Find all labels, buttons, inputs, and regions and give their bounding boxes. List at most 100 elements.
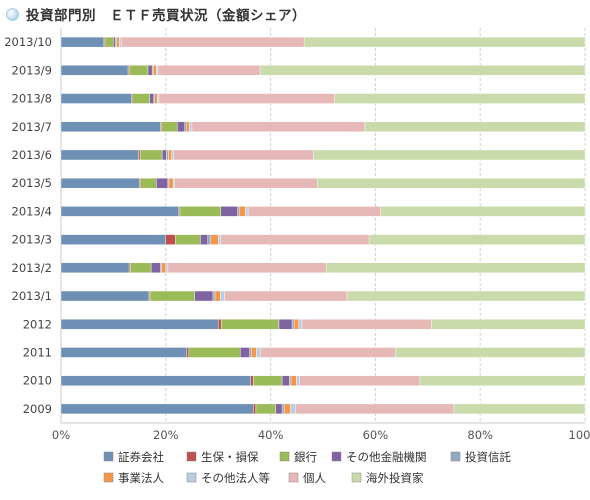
bar-segment [129,262,152,274]
bar-segment [60,177,140,189]
bar-segment [60,65,129,76]
bar-segment [60,234,167,245]
y-category-label: 2013/4 [12,204,52,218]
bar-segment [259,65,586,76]
bar-segment [161,262,167,274]
bar-segment [132,93,150,104]
bar-segment [60,403,254,415]
x-tick-label: 20% [153,428,179,442]
y-category-label: 2013/2 [12,261,52,275]
bar-segment [60,290,150,302]
legend-swatch [103,472,114,483]
bar-segment [104,36,114,48]
legend-label: その他法人等 [201,471,270,485]
y-category-label: 2013/1 [12,289,52,303]
bar-segment [161,149,167,161]
bar-segment [395,347,586,358]
bar-segment [60,347,187,358]
bar-segment [60,93,132,104]
bar-segment [364,121,586,132]
bar-segment [301,319,432,330]
bar-segment [171,149,174,161]
bar-segment [431,319,586,330]
bar-segment [60,121,161,132]
bar-segment [346,290,586,302]
bar-segment [210,234,219,245]
chart-title: 投資部門別 ＥＴＦ売買状況（金額シェア） [26,8,306,24]
bar-segment [158,93,335,104]
bar-segment [253,403,257,415]
legend-label: 海外投資家 [366,471,424,485]
bar-segment [296,375,300,386]
bar-segment [256,347,261,358]
bar-segment [255,403,277,415]
y-category-label: 2011 [23,345,52,359]
bar-segment [168,177,174,189]
bar-segment [368,234,586,245]
bar-segment [281,403,285,415]
bar-segment [251,347,257,358]
title-bullet-icon [6,7,19,21]
bar-segment [154,93,158,104]
y-category-label: 2012 [23,317,52,331]
y-category-label: 2013/9 [12,63,52,77]
bar-segment [275,403,283,415]
y-category-label: 2013/10 [4,35,52,49]
bar-segment [253,375,283,386]
bar-segment [290,375,297,386]
x-tick-label: 60% [363,428,389,442]
bar-segment [249,347,252,358]
bar-segment [184,121,187,132]
bar-segment [157,93,160,104]
legend-swatch [103,451,114,462]
y-category-label: 2013/5 [12,176,52,190]
bar-segment [313,149,586,161]
legend-label: 事業法人 [118,471,164,485]
x-tick-label: 80% [467,428,493,442]
bar-segment [157,65,261,76]
legend-swatch [288,472,299,483]
bar-segment [289,375,292,386]
bar-segment [189,121,193,132]
bar-segment [295,403,455,415]
bar-segment [250,375,254,386]
x-tick-label: 40% [258,428,284,442]
bar-segment [281,375,290,386]
legend-swatch [186,472,197,483]
bar-segment [60,206,180,217]
bar-segment [60,149,139,161]
gridlines [60,28,586,423]
bar-segment [166,149,169,161]
bar-segment [245,206,249,217]
bar-segment [247,206,381,217]
bar-segment [453,403,586,415]
bar-segment [60,36,105,48]
bar-segment [291,319,295,330]
bar-segment [121,36,305,48]
bar-segment [212,290,216,302]
legend-swatch [186,451,197,462]
bar-segment [220,234,370,245]
bar-segment [186,121,190,132]
bar-segment [224,290,348,302]
y-category-label: 2010 [23,374,52,388]
legend-label: 個人 [303,471,326,485]
bar-segment [60,375,251,386]
bar-segment [290,403,296,415]
bar-segment [221,319,280,330]
bar-segment [173,149,314,161]
bar-segment [325,262,586,274]
bar-segment [60,319,219,330]
x-tick-label: 100% [569,428,590,442]
bar-segment [380,206,586,217]
bar-segment [167,262,327,274]
bar-segment [237,206,240,217]
y-category-label: 2013/7 [12,120,52,134]
bar-segment [284,403,291,415]
chart-title-area: 投資部門別 ＥＴＦ売買状況（金額シェア） [6,4,306,24]
bar-segment [139,149,163,161]
bar-segment [217,319,222,330]
legend-label: その他金融機関 [346,450,427,464]
y-category-label: 2009 [23,402,52,416]
